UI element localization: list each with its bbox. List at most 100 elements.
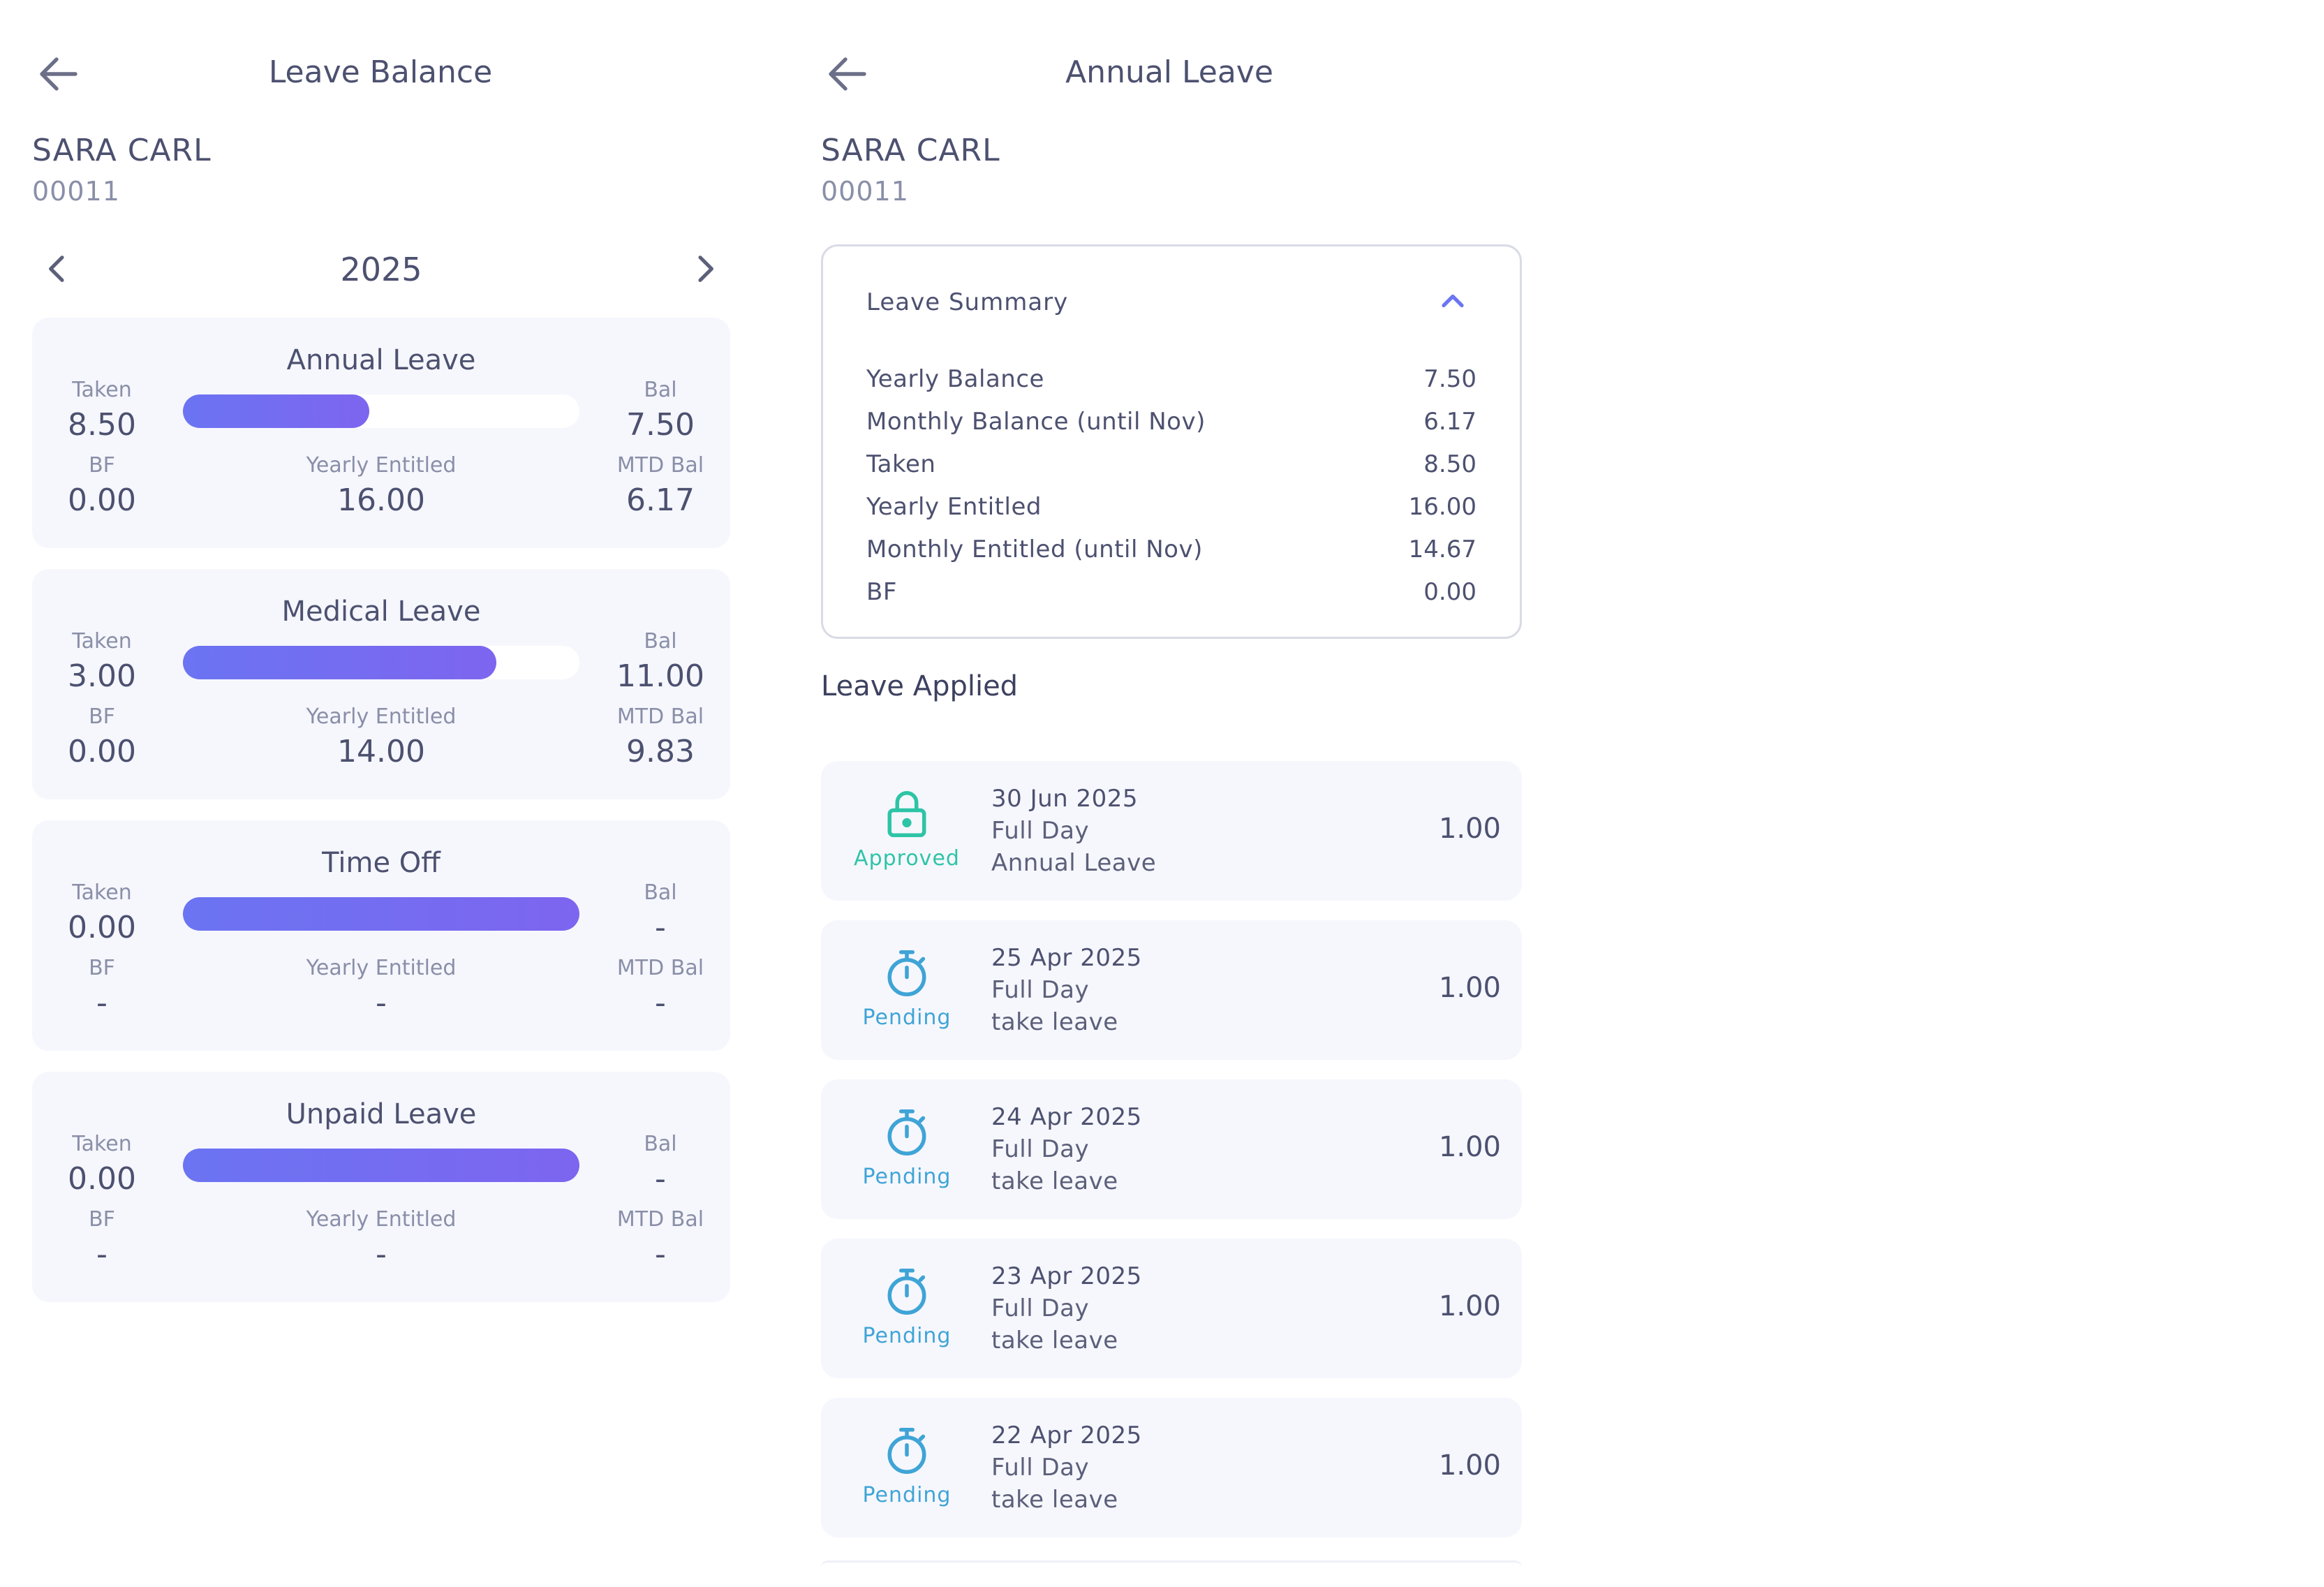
leave-application-item[interactable]: Pending 25 Apr 2025 Full Day take leave … xyxy=(821,920,1522,1060)
leave-card-unpaid[interactable]: Unpaid Leave Taken 0.00 Bal - BF - Yearl… xyxy=(32,1072,730,1302)
yearly-entitled-value: - xyxy=(376,985,387,1021)
leave-summary-panel: Leave Summary Yearly Balance 7.50 Monthl… xyxy=(821,244,1522,639)
application-days: 1.00 xyxy=(1438,1290,1501,1322)
application-date: 23 Apr 2025 xyxy=(991,1262,1142,1290)
stopwatch-icon xyxy=(884,948,930,998)
bal-label: Bal xyxy=(644,629,677,654)
leave-balance-screen: Leave Balance SARA CARL 00011 2025 Annua… xyxy=(0,0,761,1587)
leave-card-title: Time Off xyxy=(322,847,441,879)
back-arrow-icon[interactable] xyxy=(822,49,873,99)
bal-value: - xyxy=(655,1161,666,1197)
bal-label: Bal xyxy=(644,880,677,905)
year-label: 2025 xyxy=(340,251,422,288)
summary-row-label: Yearly Balance xyxy=(866,365,1044,393)
summary-row-value: 16.00 xyxy=(1408,493,1476,521)
yearly-entitled-label: Yearly Entitled xyxy=(306,704,457,729)
summary-row-label: Monthly Balance (until Nov) xyxy=(866,408,1206,436)
yearly-entitled-value: - xyxy=(376,1237,387,1272)
leave-card-title: Annual Leave xyxy=(286,344,476,376)
leave-progress-fill xyxy=(183,1149,579,1182)
summary-row-value: 14.67 xyxy=(1408,536,1476,563)
application-reason: take leave xyxy=(991,1486,1118,1514)
mtd-bal-value: 6.17 xyxy=(626,482,695,518)
stopwatch-icon xyxy=(884,1267,930,1317)
application-reason: Annual Leave xyxy=(991,849,1157,877)
application-date: 22 Apr 2025 xyxy=(991,1422,1142,1449)
leave-application-item[interactable]: Pending 23 Apr 2025 Full Day take leave … xyxy=(821,1239,1522,1378)
summary-row-label: Taken xyxy=(866,450,936,478)
chevron-right-icon[interactable] xyxy=(686,249,725,288)
summary-row: Monthly Entitled (until Nov) 14.67 xyxy=(866,536,1476,570)
bal-label: Bal xyxy=(644,378,677,402)
summary-row-value: 6.17 xyxy=(1423,408,1476,436)
mtd-bal-value: - xyxy=(655,985,666,1021)
application-type: Full Day xyxy=(991,976,1090,1004)
leave-card-title: Unpaid Leave xyxy=(286,1098,477,1130)
leave-progress-bar xyxy=(183,394,579,428)
leave-progress-fill xyxy=(183,394,369,428)
leave-applied-title: Leave Applied xyxy=(821,670,1019,702)
bf-label: BF xyxy=(89,1207,115,1232)
leave-progress-bar xyxy=(183,897,579,931)
bf-value: - xyxy=(96,985,108,1021)
leave-card-title: Medical Leave xyxy=(281,596,481,628)
taken-label: Taken xyxy=(72,629,132,654)
employee-name: SARA CARL xyxy=(32,133,212,168)
leave-progress-fill xyxy=(183,646,496,679)
bal-value: - xyxy=(655,910,666,945)
taken-value: 0.00 xyxy=(68,1161,136,1197)
year-selector: 2025 xyxy=(32,241,730,297)
summary-row: Yearly Balance 7.50 xyxy=(866,365,1476,400)
yearly-entitled-label: Yearly Entitled xyxy=(306,956,457,980)
summary-row-value: 8.50 xyxy=(1423,450,1476,478)
application-type: Full Day xyxy=(991,1294,1090,1322)
lock-icon xyxy=(884,789,930,839)
application-date: 30 Jun 2025 xyxy=(991,785,1139,813)
leave-card-annual[interactable]: Annual Leave Taken 8.50 Bal 7.50 BF 0.00… xyxy=(32,318,730,548)
bal-value: 7.50 xyxy=(626,407,695,443)
annual-leave-screen: Annual Leave SARA CARL 00011 Leave Summa… xyxy=(789,0,1550,1587)
mtd-bal-label: MTD Bal xyxy=(616,1207,704,1232)
employee-name: SARA CARL xyxy=(821,133,1000,168)
application-reason: take leave xyxy=(991,1167,1118,1195)
yearly-entitled-value: 16.00 xyxy=(337,482,425,518)
leave-application-item[interactable]: Pending 24 Apr 2025 Full Day take leave … xyxy=(821,1079,1522,1219)
summary-row-value: 0.00 xyxy=(1423,578,1476,606)
leave-card-medical[interactable]: Medical Leave Taken 3.00 Bal 11.00 BF 0.… xyxy=(32,569,730,799)
taken-label: Taken xyxy=(72,1132,132,1156)
back-arrow-icon[interactable] xyxy=(34,49,84,99)
leave-application-item[interactable]: Approved 30 Jun 2025 Full Day Annual Lea… xyxy=(821,761,1522,901)
taken-label: Taken xyxy=(72,880,132,905)
bf-label: BF xyxy=(89,956,115,980)
employee-id: 00011 xyxy=(32,176,120,207)
status-badge: Pending xyxy=(862,1165,952,1189)
bf-label: BF xyxy=(89,453,115,478)
yearly-entitled-value: 14.00 xyxy=(337,734,425,769)
status-badge: Pending xyxy=(862,1005,952,1030)
mtd-bal-value: 9.83 xyxy=(626,734,695,769)
employee-id: 00011 xyxy=(821,176,909,207)
status-badge: Pending xyxy=(862,1483,952,1507)
stopwatch-icon xyxy=(884,1426,930,1476)
application-reason: take leave xyxy=(991,1008,1118,1036)
summary-row-value: 7.50 xyxy=(1423,365,1476,393)
leave-summary-title: Leave Summary xyxy=(866,288,1069,316)
summary-row-label: Monthly Entitled (until Nov) xyxy=(866,536,1203,563)
status-badge: Pending xyxy=(862,1324,952,1348)
leave-progress-bar xyxy=(183,646,579,679)
application-reason: take leave xyxy=(991,1327,1118,1355)
chevron-left-icon[interactable] xyxy=(38,249,77,288)
summary-row: BF 0.00 xyxy=(866,578,1476,613)
chevron-up-icon[interactable] xyxy=(1435,283,1471,319)
summary-row-label: BF xyxy=(866,578,897,606)
bf-value: 0.00 xyxy=(68,482,136,518)
taken-value: 0.00 xyxy=(68,910,136,945)
bal-value: 11.00 xyxy=(616,658,704,694)
leave-application-item[interactable]: Pending 22 Apr 2025 Full Day take leave … xyxy=(821,1398,1522,1537)
leave-card-time-off[interactable]: Time Off Taken 0.00 Bal - BF - Yearly En… xyxy=(32,820,730,1051)
bf-value: 0.00 xyxy=(68,734,136,769)
bal-label: Bal xyxy=(644,1132,677,1156)
application-type: Full Day xyxy=(991,1454,1090,1482)
leave-progress-fill xyxy=(183,897,579,931)
taken-value: 3.00 xyxy=(68,658,136,694)
